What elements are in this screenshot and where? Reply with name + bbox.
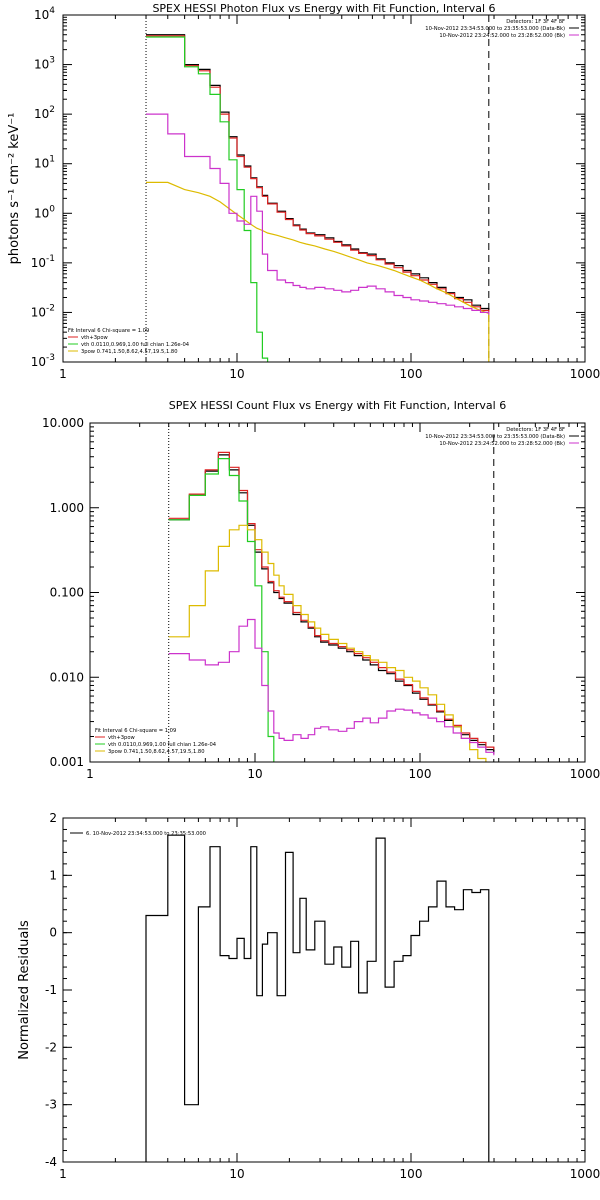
legend-text: 6. 10-Nov-2012 23:34:53.000 to 23:35:53.… (86, 831, 206, 837)
series-line-2 (146, 36, 269, 362)
y-tick-label: 10-3 (31, 353, 55, 369)
y-tick-label: 101 (34, 155, 55, 171)
y-tick-exponent: 2 (49, 105, 55, 115)
y-tick-label: 102 (34, 105, 55, 121)
x-tick-label: 100 (400, 367, 423, 381)
legend-text: 10-Nov-2012 23:34:53.000 to 23:35:53.000… (425, 434, 565, 440)
y-tick-base: 10 (34, 107, 49, 121)
x-tick-label: 10 (247, 767, 262, 781)
y-tick-exponent: -2 (46, 303, 55, 313)
y-tick-base: 10 (31, 355, 46, 369)
legend-text: Fit Interval 6 Chi-square = 1.09 (95, 728, 176, 734)
y-tick-exponent: -1 (46, 254, 55, 264)
x-tick-label: 10 (229, 1167, 244, 1181)
y-tick-label: 10.000 (42, 416, 84, 430)
y-tick-label: 0.010 (50, 670, 84, 684)
series-line-4 (146, 113, 490, 315)
y-axis-label: photons s⁻¹ cm⁻² keV⁻¹ (7, 113, 22, 265)
y-tick-label: 2 (49, 811, 57, 825)
legend-text: vth 0.0110,0.969,1.00 full chian 1.26e-0… (108, 742, 217, 748)
legend-text: vth+3pow (108, 735, 136, 741)
y-tick-label: -1 (45, 983, 57, 997)
legend-text: Detectors: 1F 3F 4F 8F (506, 19, 565, 25)
x-tick-label: 100 (400, 1167, 423, 1181)
plot-frame (62, 817, 586, 1163)
y-tick-label: -4 (45, 1155, 57, 1169)
photon-flux-panel: SPEX HESSI Photon Flux vs Energy with Fi… (7, 2, 600, 381)
y-tick-exponent: 4 (49, 6, 55, 16)
y-tick-label: -2 (45, 1040, 57, 1054)
legend-text: Detectors: 1F 3F 4F 8F (506, 427, 565, 433)
x-tick-label: 1000 (570, 367, 600, 381)
y-tick-label: 0.100 (50, 586, 84, 600)
y-tick-base: 10 (34, 8, 49, 22)
x-tick-label: 1000 (570, 767, 600, 781)
y-tick-label: 1.000 (50, 501, 84, 515)
y-tick-label: 0 (49, 926, 57, 940)
series-line-3 (146, 181, 490, 362)
series-line-0 (146, 34, 490, 311)
y-tick-label: 0.001 (50, 755, 84, 769)
legend-text: vth 0.0110,0.969,1.00 full chian 1.26e-0… (81, 342, 190, 348)
y-tick-label: 104 (34, 6, 55, 22)
plot-frame (62, 14, 586, 363)
chart-title: SPEX HESSI Count Flux vs Energy with Fit… (169, 399, 506, 412)
y-tick-exponent: -3 (46, 353, 55, 363)
legend-text: vth+3pow (81, 335, 109, 341)
x-tick-label: 1000 (570, 1167, 600, 1181)
series-line-3 (168, 524, 487, 762)
y-axis-label: Normalized Residuals (17, 920, 32, 1060)
y-tick-exponent: 3 (49, 56, 55, 66)
x-tick-label: 10 (229, 367, 244, 381)
y-tick-base: 10 (34, 206, 49, 220)
x-tick-label: 100 (409, 767, 432, 781)
plot-frame (89, 422, 586, 763)
legend-text: 3pow 0.741,1.50,8.62,4.57,19.5,1.80 (108, 749, 205, 755)
legend-text: Fit Interval 6 Chi-square = 1.09 (68, 328, 149, 334)
legend-text: 3pow 0.741,1.50,8.62,4.57,19.5,1.80 (81, 349, 178, 355)
y-tick-exponent: 1 (49, 155, 55, 165)
y-tick-base: 10 (31, 305, 46, 319)
count-flux-panel: SPEX HESSI Count Flux vs Energy with Fit… (42, 399, 600, 781)
y-tick-label: 1 (49, 868, 57, 882)
y-tick-base: 10 (34, 157, 49, 171)
series-line-4 (168, 618, 495, 756)
y-tick-base: 10 (31, 256, 46, 270)
y-tick-base: 10 (34, 58, 49, 72)
series-line-1 (146, 35, 490, 313)
y-tick-label: 100 (34, 204, 55, 220)
y-tick-label: 103 (34, 56, 55, 72)
y-tick-exponent: 0 (49, 204, 55, 214)
legend-text: 10-Nov-2012 23:34:53.000 to 23:35:53.000… (425, 26, 565, 32)
y-tick-label: 10-2 (31, 303, 55, 319)
plot-area (146, 34, 490, 362)
legend-text: 10-Nov-2012 23:24:52.000 to 23:28:52.000… (439, 441, 565, 447)
y-tick-label: -3 (45, 1098, 57, 1112)
residuals-panel: 1 10 100 1000 -4 -3 -2 -1 0 1 2 Normalized Residual… (17, 811, 600, 1181)
y-tick-label: 10-1 (31, 254, 55, 270)
x-tick-label: 1 (86, 767, 94, 781)
plot-area (168, 451, 495, 762)
x-tick-label: 1 (59, 1167, 67, 1181)
plot-area (145, 834, 490, 1162)
x-tick-label: 1 (59, 367, 67, 381)
chart-title: SPEX HESSI Photon Flux vs Energy with Fi… (152, 2, 495, 15)
legend-text: 10-Nov-2012 23:24:52.000 to 23:28:52.000… (439, 33, 565, 39)
series-line-0 (145, 834, 490, 1162)
